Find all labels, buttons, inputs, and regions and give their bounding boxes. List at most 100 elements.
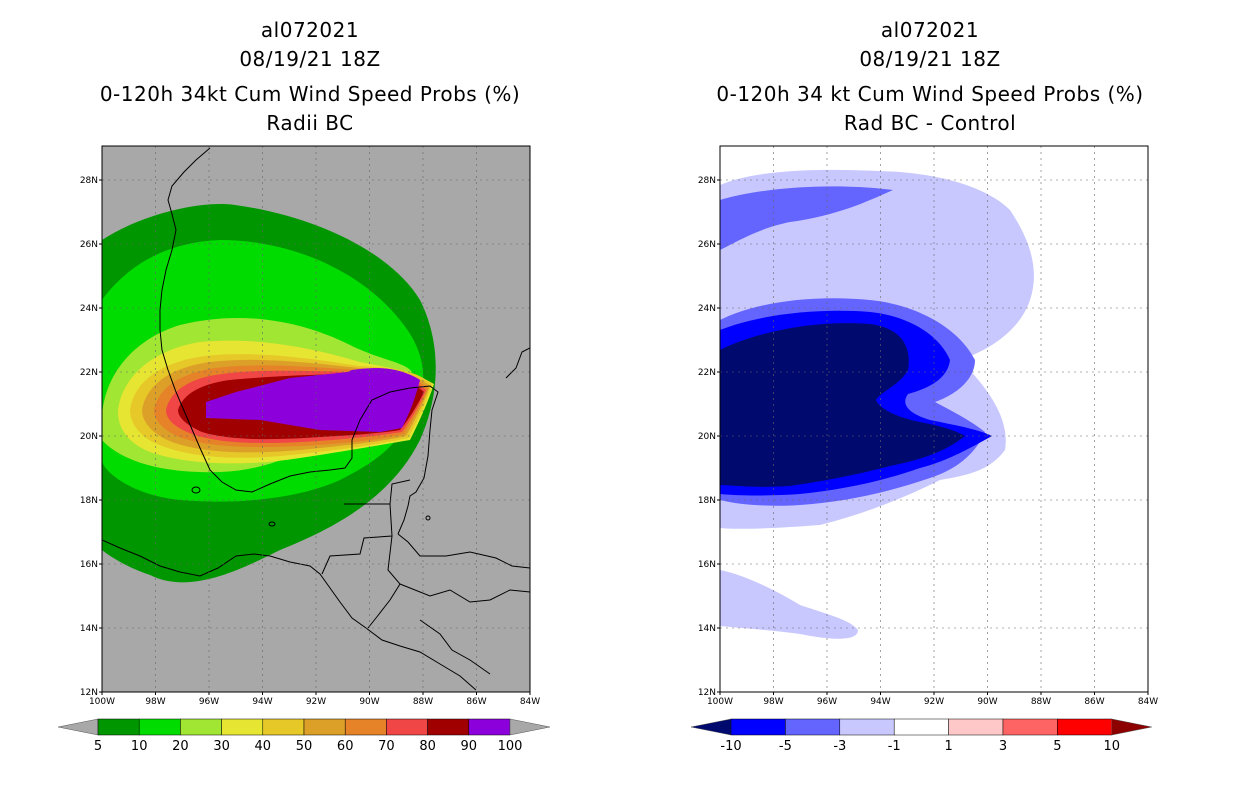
lat-tick-label: 22N [698, 368, 716, 378]
lon-tick-label: 94W [252, 697, 272, 707]
colorbar-swatch [730, 718, 786, 736]
colorbar-label: -3 [833, 739, 846, 754]
lon-tick-label: 92W [924, 697, 944, 707]
right-datetime: 08/19/21 18Z [859, 47, 1001, 71]
colorbar-label: 60 [337, 739, 354, 754]
diff-contour-speck [992, 206, 1006, 218]
colorbar-swatch [948, 718, 1004, 736]
lat-tick-label: 28N [698, 176, 716, 186]
colorbar-label: 90 [461, 739, 478, 754]
lat-tick-label: 18N [80, 496, 98, 506]
lat-tick-label: 28N [80, 176, 98, 186]
prob-contour-100 [266, 368, 418, 432]
lon-tick-label: 86W [466, 697, 486, 707]
lat-tick-label: 18N [698, 496, 716, 506]
lon-tick-label: 100W [707, 697, 733, 707]
colorbar-swatch [344, 718, 387, 736]
colorbar-label: 20 [172, 739, 189, 754]
lat-tick-label: 16N [698, 560, 716, 570]
lat-tick-label: 22N [80, 368, 98, 378]
lon-tick-label: 88W [1031, 697, 1051, 707]
left-chart-subtitle: Radii BC [266, 111, 354, 135]
colorbar-label: 1 [944, 739, 952, 754]
lon-tick-label: 90W [359, 697, 379, 707]
colorbar-swatch [468, 718, 511, 736]
colorbar-label: 70 [378, 739, 395, 754]
lat-tick-label: 24N [80, 304, 98, 314]
colorbar-label: -5 [779, 739, 792, 754]
colorbar-swatch [97, 718, 140, 736]
colorbar-swatch [138, 718, 181, 736]
lat-tick-label: 16N [80, 560, 98, 570]
colorbar-under-triangle [690, 718, 732, 736]
colorbar-label: 5 [1053, 739, 1061, 754]
lon-tick-label: 88W [413, 697, 433, 707]
colorbar-swatch [303, 718, 346, 736]
lat-tick-label: 20N [80, 432, 98, 442]
left-grid [102, 146, 530, 692]
right-grid [720, 146, 1148, 692]
lon-tick-label: 98W [763, 697, 783, 707]
lat-tick-label: 24N [698, 304, 716, 314]
colorbar-label: 30 [213, 739, 230, 754]
colorbar-swatch [221, 718, 264, 736]
right-storm-id: al072021 [880, 18, 980, 42]
colorbar-label: -10 [720, 739, 741, 754]
right-chart-subtitle: Rad BC - Control [843, 111, 1017, 135]
colorbar-over-triangle [1111, 718, 1152, 736]
diff-contour-light-south [720, 570, 858, 639]
colorbar-label: 80 [419, 739, 436, 754]
lat-tick-label: 26N [698, 240, 716, 250]
colorbar-swatch [262, 718, 305, 736]
lon-tick-label: 96W [199, 697, 219, 707]
left-storm-id: al072021 [260, 18, 360, 42]
lon-tick-label: 98W [145, 697, 165, 707]
right-colorbar: -10 -5 -3 -1 1 3 5 10 [690, 718, 1152, 754]
lat-tick-label: 26N [80, 240, 98, 250]
lat-tick-label: 12N [698, 688, 716, 698]
colorbar-swatch [386, 718, 428, 736]
colorbar-swatch [1002, 718, 1058, 736]
lat-tick-label: 14N [698, 624, 716, 634]
colorbar-label: 3 [999, 739, 1007, 754]
colorbar-label: 10 [131, 739, 148, 754]
colorbar-swatch [785, 718, 841, 736]
lon-tick-label: 96W [817, 697, 837, 707]
lon-tick-label: 86W [1084, 697, 1104, 707]
lon-tick-label: 94W [870, 697, 890, 707]
lat-tick-label: 20N [698, 432, 716, 442]
right-chart-title: 0-120h 34 kt Cum Wind Speed Probs (%) [716, 82, 1144, 106]
diff-contour-minus3 [720, 186, 893, 250]
colorbar-swatch [839, 718, 895, 736]
right-panel-title: al072021 08/19/21 18Z 0-120h 34 kt Cum W… [670, 16, 1190, 138]
lon-tick-label: 90W [977, 697, 997, 707]
colorbar-under-triangle [57, 718, 99, 736]
left-panel-title: al072021 08/19/21 18Z 0-120h 34kt Cum Wi… [80, 16, 540, 138]
lon-tick-label: 92W [306, 697, 326, 707]
colorbar-label: 100 [498, 739, 523, 754]
colorbar-label: 40 [255, 739, 272, 754]
colorbar-swatch [893, 718, 949, 736]
left-datetime: 08/19/21 18Z [239, 47, 381, 71]
colorbar-label: 5 [94, 739, 102, 754]
lon-tick-label: 84W [520, 697, 540, 707]
lon-tick-label: 84W [1138, 697, 1158, 707]
lon-tick-label: 100W [89, 697, 115, 707]
colorbar-swatch [180, 718, 222, 736]
colorbar-label: 10 [1104, 739, 1121, 754]
colorbar-label: -1 [888, 739, 901, 754]
colorbar-over-triangle [509, 718, 551, 736]
colorbar-swatch [1057, 718, 1113, 736]
lat-tick-label: 12N [80, 688, 98, 698]
colorbar-label: 50 [296, 739, 313, 754]
left-chart-title: 0-120h 34kt Cum Wind Speed Probs (%) [99, 82, 521, 106]
lat-tick-label: 14N [80, 624, 98, 634]
left-colorbar: 5 10 20 30 40 50 60 70 80 90 100 [57, 718, 551, 754]
colorbar-swatch [427, 718, 470, 736]
diff-contour-minus10 [720, 323, 965, 487]
